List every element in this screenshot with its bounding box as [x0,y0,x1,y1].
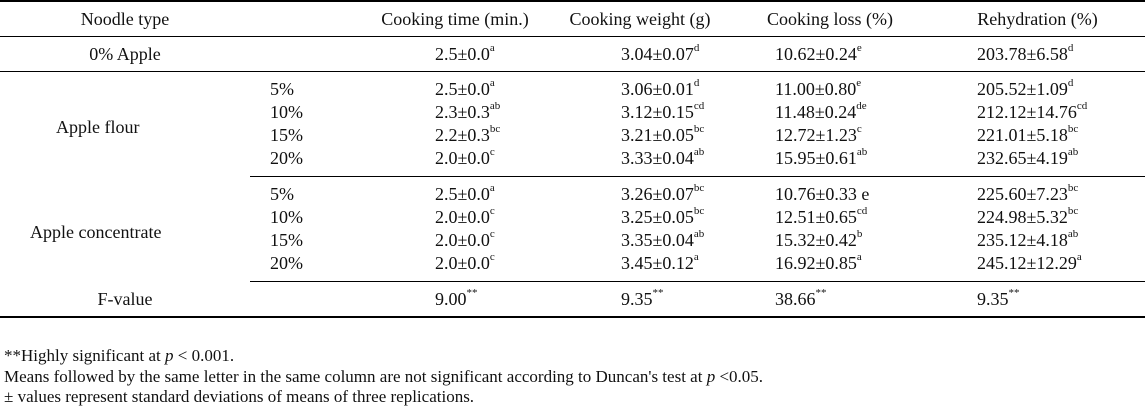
cell-rehydration: 224.98±5.32bc [977,205,1079,228]
table-row: 10% 2.0±0.0c 3.25±0.05bc 12.51±0.65cd 22… [0,206,1145,229]
cell-rehydration: 212.12±14.76cd [977,100,1088,123]
cell-cooking-loss: 12.72±1.23c [775,123,862,146]
cell-cooking-weight: 3.04±0.07d [550,36,730,72]
row-level: 5% [270,184,294,204]
table-row: 15% 2.0±0.0c 3.35±0.04ab 15.32±0.42b 235… [0,229,1145,252]
table-row: Apple flour 5% 2.5±0.0a 3.06±0.01d 11.00… [0,72,1145,137]
cell-cooking-loss: 15.95±0.61ab [730,147,930,177]
cell-cooking-loss: 38.66** [730,281,930,318]
table-row: 10% 2.3±0.3ab 3.12±0.15cd 11.48±0.24de 2… [0,101,1145,124]
cell-cooking-time: 9.00** [360,281,550,318]
row-level: 20% [250,252,360,282]
table-row: Apple concentrate 5% 2.5±0.0a 3.26±0.07b… [0,177,1145,242]
header-cooking-loss: Cooking loss (%) [730,0,930,37]
table-row-f-value: F-value 9.00** 9.35** 38.66** 9.35** [0,281,1145,318]
footnote-significance: **Highly significant at p < 0.001. [4,346,235,365]
cell-cooking-time: 2.5±0.0a [435,77,495,100]
group-label-apple-concentrate: Apple concentrate [30,221,162,242]
cell-rehydration: 235.12±4.18ab [977,228,1079,251]
empty-cell [250,281,360,318]
cell-cooking-loss: 10.76±0.33 e [775,184,870,204]
cell-cooking-time: 2.5±0.0a [435,182,495,205]
cell-cooking-loss: 11.48±0.24de [775,100,867,123]
cell-cooking-time: 2.0±0.0c [360,147,550,177]
cell-cooking-loss: 11.00±0.80e [775,77,862,100]
cell-cooking-loss: 10.62±0.24e [730,36,930,72]
cell-rehydration: 225.60±7.23bc [977,182,1079,205]
footnote-standard-deviation: ± values represent standard deviations o… [4,387,475,406]
empty-cell [250,36,360,72]
cell-cooking-time: 2.0±0.0c [435,205,495,228]
cell-rehydration: 9.35** [930,281,1145,318]
table-row: 20% 2.0±0.0c 3.45±0.12a 16.92±0.85a 245.… [0,252,1145,282]
cell-cooking-weight: 3.25±0.05bc [621,205,705,228]
cell-cooking-time: 2.0±0.0c [360,252,550,282]
cell-rehydration: 232.65±4.19ab [930,147,1145,177]
row-level: 15% [270,125,303,145]
cell-cooking-weight: 3.12±0.15cd [621,100,705,123]
row-label-f-value: F-value [0,281,250,318]
table-header-row: Noodle type Cooking time (min.) Cooking … [0,0,1145,37]
cell-cooking-weight: 3.06±0.01d [621,77,700,100]
row-level: 15% [270,230,303,250]
cell-cooking-time: 2.5±0.0a [360,36,550,72]
row-label-control: 0% Apple [0,36,250,72]
table-row-control: 0% Apple 2.5±0.0a 3.04±0.07d 10.62±0.24e… [0,36,1145,72]
header-level [250,0,360,37]
cell-cooking-loss: 12.51±0.65cd [775,205,868,228]
cell-rehydration: 203.78±6.58d [930,36,1145,72]
row-level: 10% [270,207,303,227]
header-cooking-time: Cooking time (min.) [360,0,550,37]
cell-cooking-weight: 9.35** [550,281,730,318]
row-level: 10% [270,102,303,122]
cell-cooking-loss: 16.92±0.85a [730,252,930,282]
row-level: 5% [270,79,294,99]
cell-rehydration: 245.12±12.29a [930,252,1145,282]
cell-cooking-weight: 3.35±0.04ab [621,228,705,251]
header-rehydration: Rehydration (%) [930,0,1145,37]
cell-rehydration: 221.01±5.18bc [977,123,1079,146]
cell-cooking-loss: 15.32±0.42b [775,228,863,251]
header-cooking-weight: Cooking weight (g) [550,0,730,37]
table-row: 20% 2.0±0.0c 3.33±0.04ab 15.95±0.61ab 23… [0,147,1145,177]
cell-cooking-weight: 3.33±0.04ab [550,147,730,177]
header-noodle-type: Noodle type [0,0,250,37]
cell-rehydration: 205.52±1.09d [977,77,1074,100]
cell-cooking-weight: 3.45±0.12a [550,252,730,282]
table-row: 15% 2.2±0.3bc 3.21±0.05bc 12.72±1.23c 22… [0,124,1145,147]
footnote-duncan-test: Means followed by the same letter in the… [4,366,764,386]
results-table-container: Noodle type Cooking time (min.) Cooking … [0,0,1145,318]
cell-cooking-time: 2.0±0.0c [435,228,495,251]
row-level: 20% [250,147,360,177]
cell-cooking-weight: 3.26±0.07bc [621,182,705,205]
noodle-properties-table: Noodle type Cooking time (min.) Cooking … [0,0,1145,318]
group-label-apple-flour: Apple flour [56,116,140,137]
cell-cooking-time: 2.2±0.3bc [435,123,501,146]
cell-cooking-time: 2.3±0.3ab [435,100,501,123]
cell-cooking-weight: 3.21±0.05bc [621,123,705,146]
table-footnotes: **Highly significant at p < 0.001. Means… [4,346,763,408]
